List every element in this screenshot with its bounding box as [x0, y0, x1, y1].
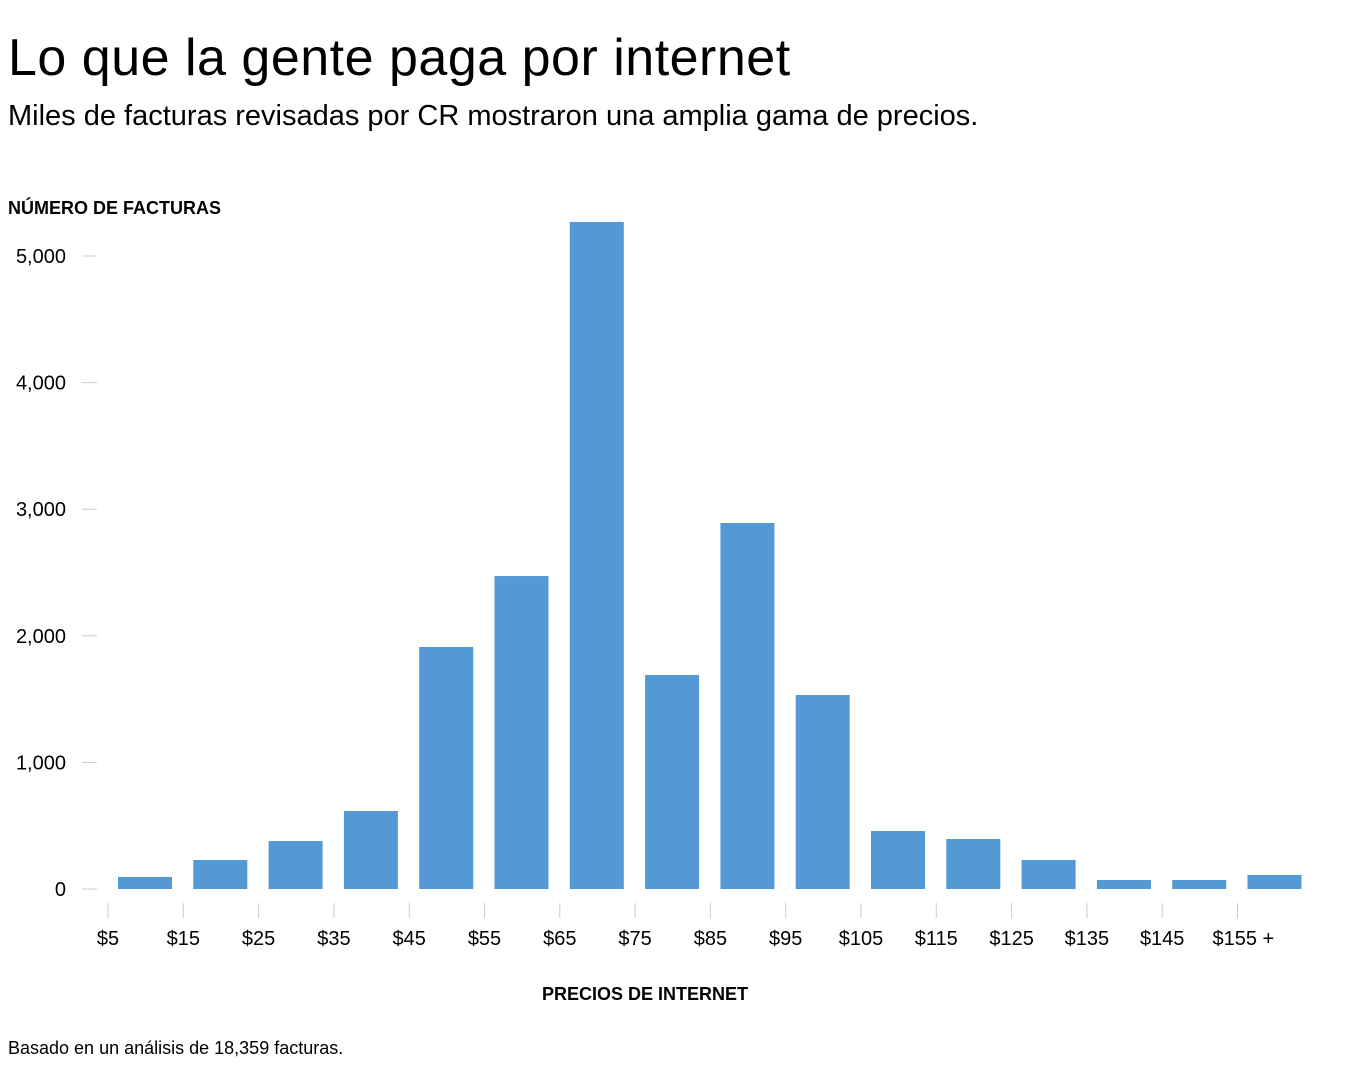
x-axis-label: PRECIOS DE INTERNET — [541, 984, 749, 1004]
chart-subtitle: Miles de facturas revisadas por CR mostr… — [8, 100, 979, 132]
x-tick-label: $155 + — [1213, 928, 1275, 950]
bar-85 — [720, 522, 775, 889]
x-tick-label: $35 — [317, 928, 350, 950]
x-tick-label: $65 — [543, 928, 576, 950]
y-tick-label: 4,000 — [16, 373, 66, 395]
bar-65 — [569, 221, 624, 890]
bar-135 — [1096, 880, 1151, 889]
bar-45 — [419, 646, 474, 889]
y-tick-label: 3,000 — [16, 499, 66, 521]
y-tick-label: 1,000 — [16, 752, 66, 774]
bar-145 — [1172, 880, 1227, 889]
bar-5 — [118, 876, 172, 889]
bar-95 — [795, 695, 850, 889]
x-tick-label: $95 — [769, 928, 802, 950]
x-tick-label: $105 — [839, 928, 884, 950]
bar-25 — [268, 841, 323, 889]
y-axis-label: NÚMERO DE FACTURAS — [8, 198, 222, 218]
bar-55 — [494, 576, 549, 889]
x-tick-label: $15 — [167, 928, 200, 950]
x-tick-label: $45 — [393, 928, 426, 950]
bar-75 — [645, 675, 700, 889]
x-tick-label: $145 — [1140, 928, 1185, 950]
bar-155 — [1247, 874, 1302, 889]
bar-125 — [1021, 860, 1076, 889]
y-tick-label: 0 — [55, 879, 66, 901]
bar-115 — [946, 838, 1001, 889]
chart-title: Lo que la gente paga por internet — [8, 29, 791, 87]
y-tick-label: 5,000 — [16, 246, 66, 268]
x-tick-label: $135 — [1065, 928, 1110, 950]
x-tick-label: $125 — [989, 928, 1034, 950]
x-tick-label: $5 — [97, 928, 119, 950]
x-tick-label: $85 — [694, 928, 727, 950]
bar-15 — [193, 860, 248, 889]
x-tick-label: $75 — [618, 928, 651, 950]
x-tick-label: $25 — [242, 928, 275, 950]
footnote: Basado en un análisis de 18,359 facturas… — [8, 1038, 344, 1058]
x-tick-label: $115 — [915, 928, 958, 950]
bar-35 — [343, 811, 398, 889]
bar-105 — [871, 831, 925, 889]
y-tick-label: 2,000 — [16, 626, 66, 648]
x-tick-label: $55 — [468, 928, 501, 950]
